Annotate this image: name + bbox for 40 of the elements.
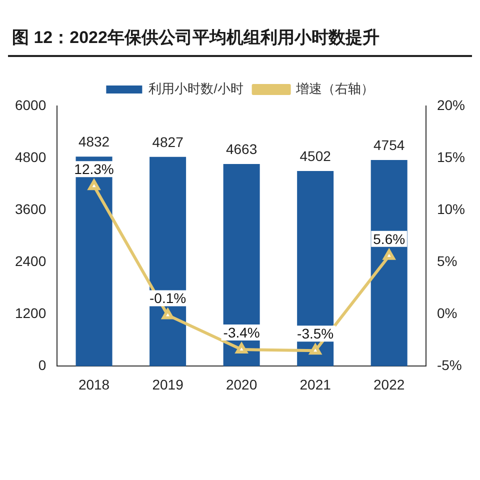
bar xyxy=(297,170,334,366)
legend-label: 利用小时数/小时 xyxy=(148,81,244,96)
y2-tick-label: 5% xyxy=(436,252,458,269)
y-tick-label: 4800 xyxy=(14,148,46,165)
legend-label: 增速（右轴） xyxy=(294,81,374,96)
x-tick-label: 2018 xyxy=(78,376,110,392)
data-label: -3.5% xyxy=(297,326,334,342)
bar xyxy=(223,164,260,366)
x-tick-label: 2019 xyxy=(152,376,184,392)
y-tick-label: 6000 xyxy=(14,96,46,113)
y-tick-label: 3600 xyxy=(14,200,46,217)
bar xyxy=(76,156,112,366)
data-label: 5.6% xyxy=(373,230,406,247)
x-tick-label: 2020 xyxy=(226,376,258,392)
y-tick-label: 0 xyxy=(38,357,46,374)
data-label: -0.1% xyxy=(150,290,186,306)
chart-title: 图 12：2022年保供公司平均机组利用小时数提升 xyxy=(8,8,472,57)
data-label: 12.3% xyxy=(74,161,114,178)
y-tick-label: 1200 xyxy=(14,305,46,322)
y2-tick-label: 15% xyxy=(436,148,466,165)
point xyxy=(88,180,100,190)
y2-tick-label: 0% xyxy=(436,305,458,322)
data-label: 4832 xyxy=(78,134,110,150)
point xyxy=(236,343,248,354)
bar xyxy=(370,160,408,366)
point xyxy=(310,344,322,355)
y2-tick-label: 10% xyxy=(436,200,466,217)
y2-tick-label: -5% xyxy=(436,357,462,374)
y2-tick-label: 20% xyxy=(436,96,466,113)
data-label: 4502 xyxy=(300,148,332,164)
bar xyxy=(150,156,186,366)
data-label: 4827 xyxy=(152,134,184,150)
x-tick-label: 2022 xyxy=(374,376,405,392)
point xyxy=(383,249,395,260)
x-tick-label: 2021 xyxy=(300,376,332,392)
data-label: 4663 xyxy=(226,140,258,157)
data-label: 4754 xyxy=(374,137,405,154)
point xyxy=(162,308,174,320)
data-label: -3.4% xyxy=(223,324,260,341)
y-tick-label: 2400 xyxy=(14,252,46,269)
